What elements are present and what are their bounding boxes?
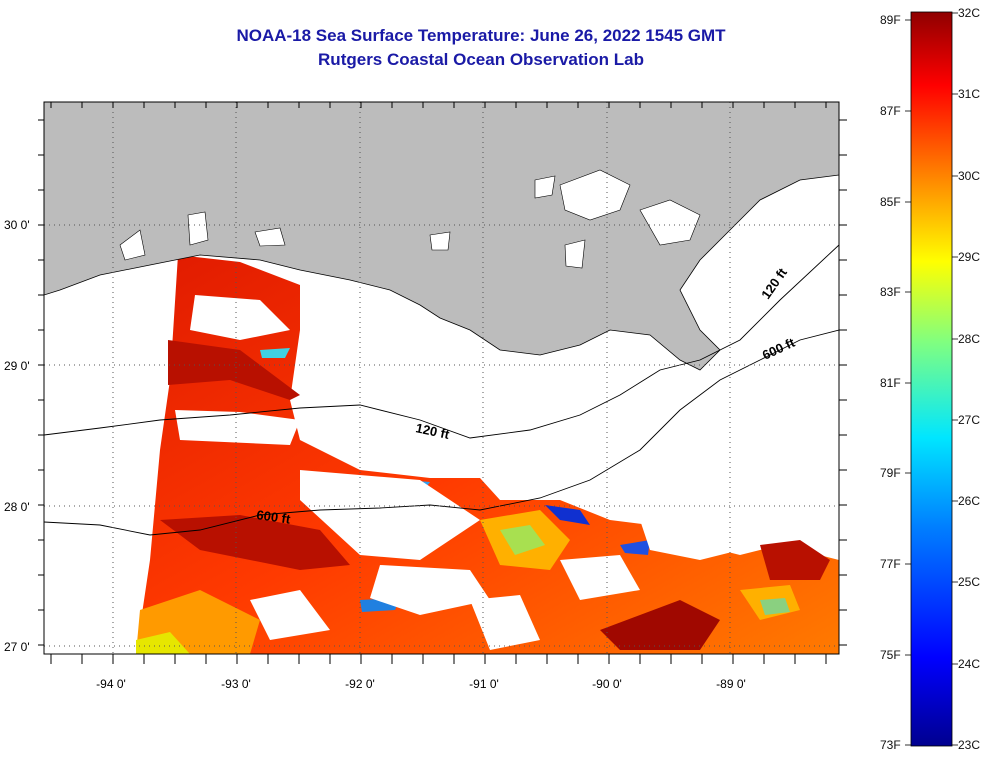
cb-f-label: 73F bbox=[880, 738, 901, 752]
bathymetry-contours bbox=[44, 244, 839, 536]
map-title: NOAA-18 Sea Surface Temperature: June 26… bbox=[236, 26, 726, 45]
cb-f-label: 75F bbox=[880, 648, 901, 662]
inland-lakes bbox=[119, 169, 701, 269]
lon-label: -90 0' bbox=[592, 677, 622, 691]
cb-c-label: 31C bbox=[958, 87, 981, 101]
cb-c-label: 32C bbox=[958, 6, 981, 20]
lat-label: 27 0' bbox=[4, 640, 30, 654]
cb-c-label: 30C bbox=[958, 169, 981, 183]
cb-c-label: 28C bbox=[958, 332, 981, 346]
cb-f-label: 79F bbox=[880, 466, 901, 480]
sst-swath bbox=[136, 255, 839, 654]
cb-c-label: 23C bbox=[958, 738, 981, 752]
lat-label: 29 0' bbox=[4, 359, 30, 373]
colorbar-ticks bbox=[905, 12, 958, 746]
cb-f-label: 85F bbox=[880, 195, 901, 209]
lat-label: 30 0' bbox=[4, 218, 30, 232]
cb-c-label: 24C bbox=[958, 657, 981, 671]
cb-f-label: 89F bbox=[880, 13, 901, 27]
cb-f-label: 83F bbox=[880, 285, 901, 299]
lon-label: -89 0' bbox=[716, 677, 746, 691]
cb-c-label: 29C bbox=[958, 250, 981, 264]
contour-label-600-west: 600 ft bbox=[256, 507, 292, 527]
colorbar bbox=[910, 11, 953, 747]
lat-lon-grid bbox=[44, 102, 839, 654]
map-frame bbox=[43, 101, 840, 655]
cb-c-label: 26C bbox=[958, 494, 981, 508]
lon-label: -94 0' bbox=[96, 677, 126, 691]
map-ticks bbox=[38, 102, 847, 664]
cb-c-label: 27C bbox=[958, 413, 981, 427]
cb-f-label: 77F bbox=[880, 557, 901, 571]
lon-label: -93 0' bbox=[221, 677, 251, 691]
map-subtitle: Rutgers Coastal Ocean Observation Lab bbox=[318, 50, 644, 69]
lon-label: -91 0' bbox=[469, 677, 499, 691]
cb-f-label: 87F bbox=[880, 104, 901, 118]
lat-label: 28 0' bbox=[4, 500, 30, 514]
cb-f-label: 81F bbox=[880, 376, 901, 390]
contour-label-120-west: 120 ft bbox=[414, 420, 451, 442]
cb-c-label: 25C bbox=[958, 575, 981, 589]
lon-label: -92 0' bbox=[345, 677, 375, 691]
